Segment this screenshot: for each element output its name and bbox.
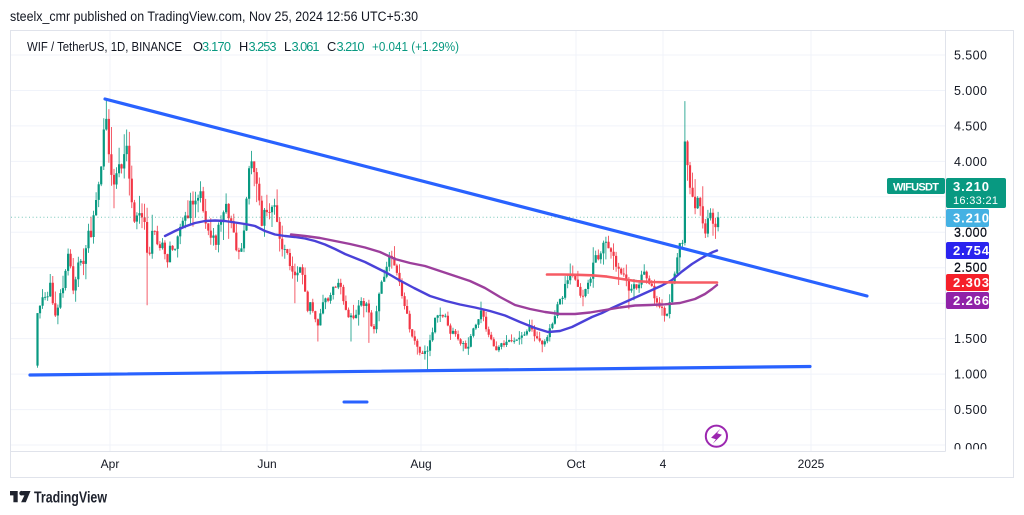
- svg-text:2.754: 2.754: [953, 243, 990, 258]
- svg-text:4: 4: [660, 457, 667, 471]
- svg-text:+0.041 (+1.29%): +0.041 (+1.29%): [372, 39, 459, 54]
- svg-text:3.210: 3.210: [953, 179, 989, 194]
- svg-text:3.210: 3.210: [953, 211, 989, 226]
- svg-text:3.000: 3.000: [954, 226, 987, 240]
- svg-text:TradingView: TradingView: [34, 490, 108, 507]
- svg-text:steelx_cmr published on Tradin: steelx_cmr published on TradingView.com,…: [10, 9, 418, 24]
- svg-text:2.500: 2.500: [954, 261, 987, 275]
- svg-text:2.303: 2.303: [953, 275, 989, 290]
- svg-text:2025: 2025: [798, 457, 825, 471]
- svg-text:2.500: 2.500: [954, 261, 987, 275]
- svg-text:3.170: 3.170: [202, 39, 231, 54]
- svg-text:0.500: 0.500: [954, 403, 987, 417]
- svg-text:Aug: Aug: [410, 457, 431, 471]
- svg-text:WIF / TetherUS, 1D, BINANCE: WIF / TetherUS, 1D, BINANCE: [27, 39, 182, 54]
- svg-text:Apr: Apr: [101, 457, 120, 471]
- svg-text:1.500: 1.500: [954, 332, 987, 346]
- svg-text:C: C: [327, 39, 336, 54]
- svg-text:3.253: 3.253: [249, 39, 277, 54]
- svg-text:4.000: 4.000: [954, 155, 987, 169]
- svg-text:3.000: 3.000: [954, 226, 987, 240]
- svg-text:16:33:21: 16:33:21: [953, 195, 998, 207]
- svg-text:O: O: [193, 39, 203, 54]
- svg-text:3.061: 3.061: [292, 39, 320, 54]
- svg-text:Oct: Oct: [567, 457, 586, 471]
- svg-text:2.266: 2.266: [953, 293, 989, 308]
- svg-text:3.210: 3.210: [337, 39, 365, 54]
- svg-text:5.500: 5.500: [954, 49, 987, 63]
- svg-text:H: H: [239, 39, 248, 54]
- svg-text:WIFUSDT: WIFUSDT: [893, 182, 939, 194]
- svg-text:1.000: 1.000: [954, 368, 987, 382]
- svg-text:Jun: Jun: [257, 457, 276, 471]
- svg-text:5.000: 5.000: [954, 84, 987, 98]
- svg-text:L: L: [284, 39, 291, 54]
- svg-text:4.500: 4.500: [954, 119, 987, 133]
